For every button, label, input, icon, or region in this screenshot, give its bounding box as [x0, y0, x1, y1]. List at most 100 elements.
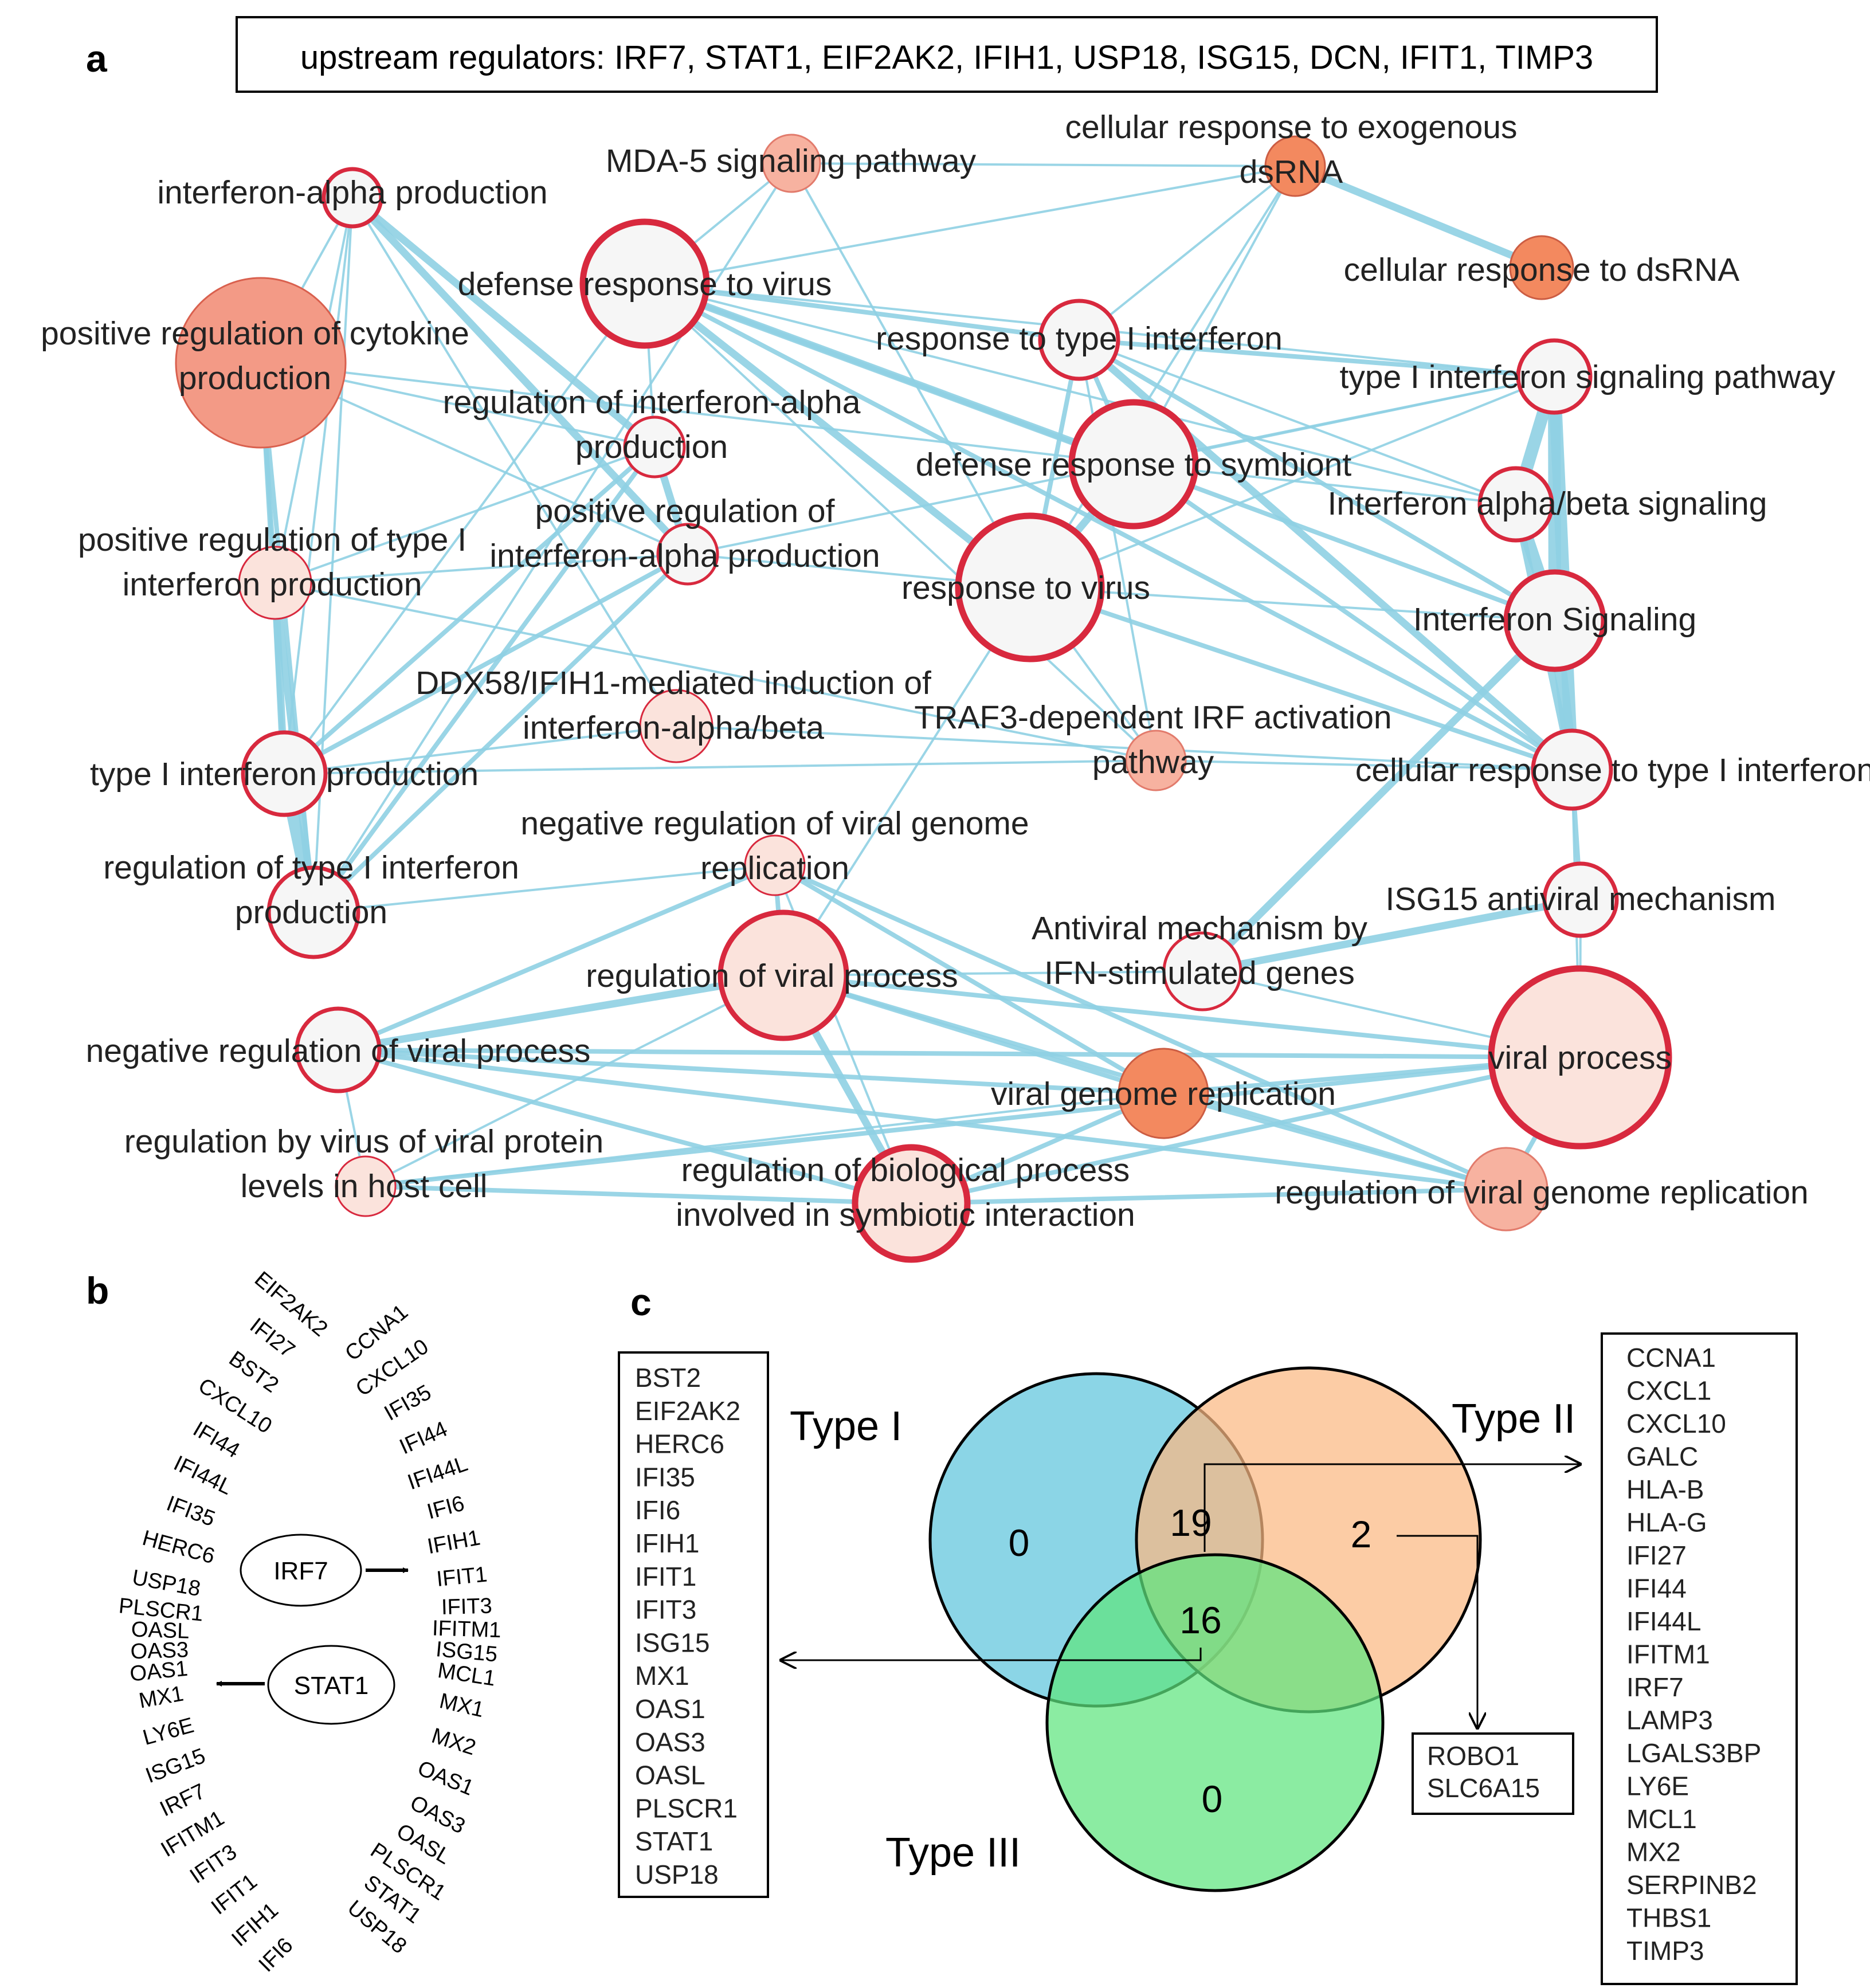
- node-t1_prod: [241, 730, 328, 817]
- node-label-reg_protein: regulation by virus of viral protein leve…: [124, 1123, 603, 1205]
- list16-gene: IFIH1: [635, 1528, 699, 1558]
- edge-neg_viral-reg_bio: [336, 1048, 914, 1206]
- irf7-label: IRF7: [273, 1557, 328, 1585]
- venn-type3-circle: [1045, 1553, 1385, 1892]
- venn-count-only-type2: 2: [1351, 1513, 1372, 1555]
- network-labels: interferon-alpha production positive regu…: [41, 109, 1870, 1233]
- node-label-antiviral: Antiviral mechanism by IFN-stimulated gen…: [1032, 910, 1368, 991]
- node-label-ifn_ab: Interferon alpha/beta signaling: [1328, 485, 1767, 522]
- edge-isg15-antiviral: [1198, 896, 1585, 975]
- node-label-dsrna: cellular response to dsRNA: [1344, 252, 1740, 288]
- stat1-node: [267, 1645, 395, 1725]
- node-neg_viral: [295, 1006, 382, 1093]
- edge-viral_proc-reg_protein: [363, 1055, 1582, 1189]
- node-label-resp_virus: response to virus: [901, 570, 1150, 606]
- edge-neg_viral-reg_genome: [336, 1048, 1508, 1191]
- list16-gene: OASL: [635, 1760, 705, 1790]
- list16-gene: OAS3: [635, 1727, 705, 1757]
- node-ddx58: [639, 689, 713, 763]
- node-label-pos_cyt: positive regulation of cytokine productio…: [41, 315, 469, 397]
- edge-exo-def_virus: [644, 165, 1296, 285]
- list19-gene: CCNA1: [1626, 1343, 1716, 1373]
- edge-resp_virus-ifn_sig: [1029, 586, 1556, 622]
- edge-reg_viral-reg_protein: [364, 974, 785, 1187]
- edge-reg_viral-viral_proc: [781, 973, 1582, 1060]
- list19-gene: TIMP3: [1626, 1936, 1704, 1966]
- edge-resp_virus-t1_sig: [1029, 375, 1555, 589]
- edge-reg_t1-neg_genome: [312, 864, 776, 913]
- edge-t1_prod-reg_ifna: [282, 445, 657, 776]
- node-reg_t1: [266, 865, 360, 959]
- list16-gene: HERC6: [635, 1429, 724, 1459]
- node-label-def_virus: defense response to virus: [458, 266, 832, 303]
- edge-def_virus-resp_t1: [642, 281, 1081, 342]
- node-def_symb: [1068, 399, 1199, 530]
- node-label-resp_t1: response to type I interferon: [876, 320, 1283, 357]
- venn-type2-label: Type II: [1452, 1396, 1575, 1442]
- irf7-node: [240, 1534, 362, 1607]
- list16-gene: EIF2AK2: [635, 1396, 740, 1426]
- node-reg_bio: [852, 1144, 971, 1263]
- edge-resp_t1-traf3: [1078, 339, 1157, 762]
- node-label-reg_viral: regulation of viral process: [586, 958, 958, 994]
- edge-resp_t1-ifn_ab: [1078, 339, 1517, 505]
- edge-neg_genome-neg_viral: [336, 863, 777, 1052]
- edge-t1_prod-pos_ifna: [282, 552, 690, 776]
- edge-genome_rep-reg_protein: [364, 1092, 1165, 1187]
- node-reg_genome: [1464, 1147, 1548, 1232]
- node-label-mda5: MDA-5 signaling pathway: [606, 143, 977, 179]
- edge-genome_rep-reg_genome: [1161, 1091, 1508, 1191]
- list19-gene: IFI44L: [1626, 1606, 1701, 1636]
- edge-exo-resp_virus: [1029, 165, 1296, 589]
- node-genome_rep: [1118, 1048, 1209, 1139]
- left-arc-gene: IFI44: [189, 1417, 244, 1463]
- right-arc-gene: IFI44: [396, 1417, 451, 1460]
- node-reg_ifna: [623, 415, 686, 479]
- list19-gene: LY6E: [1626, 1771, 1689, 1801]
- list2-gene: SLC6A15: [1427, 1773, 1540, 1803]
- edge-t1_prod-traf3: [283, 759, 1157, 775]
- edge-pos_cyt-def_symb: [260, 362, 1135, 465]
- node-def_virus: [579, 218, 710, 349]
- list19-gene: HLA-B: [1626, 1475, 1704, 1504]
- right-arc-gene: IFITM1: [432, 1616, 501, 1642]
- node-label-isg15: ISG15 antiviral mechanism: [1385, 881, 1775, 917]
- node-label-genome_rep: viral genome replication: [991, 1076, 1336, 1112]
- edge-def_virus-resp_virus: [641, 280, 1034, 591]
- left-arc-gene: MX1: [137, 1681, 185, 1713]
- arrow-2-to-list2: [1397, 1535, 1477, 1730]
- list19-gene: THBS1: [1626, 1903, 1711, 1933]
- edge-def_symb-t1_sig: [1132, 375, 1555, 465]
- node-label-def_symb: defense response to symbiont: [916, 446, 1352, 483]
- list2-box: [1412, 1732, 1574, 1815]
- list16-gene: STAT1: [635, 1826, 713, 1856]
- venn-count-only-type1: 0: [1009, 1522, 1030, 1564]
- edge-reg_viral-antiviral: [782, 970, 1203, 977]
- node-traf3: [1125, 730, 1187, 791]
- list16-gene: IFI35: [635, 1462, 695, 1492]
- venn-type3-label: Type III: [885, 1830, 1021, 1876]
- node-reg_protein: [335, 1155, 397, 1217]
- node-label-reg_bio: regulation of biological process involved…: [676, 1152, 1135, 1233]
- left-gene-arc: EIF2AK2IFI27BST2CXCL10IFI44IFI44LIFI35HE…: [117, 1267, 332, 1977]
- edge-t1_prod-def_virus: [283, 283, 646, 775]
- node-ifn_ab: [1477, 466, 1554, 543]
- node-antiviral: [1162, 931, 1242, 1011]
- list16-box: [618, 1351, 769, 1898]
- node-label-reg_ifna: regulation of interferon-alpha production: [443, 384, 861, 465]
- edge-reg_t1-reg_ifna: [311, 445, 657, 915]
- list16-gene: MX1: [635, 1661, 689, 1691]
- edge-ifna-pos_ifna: [348, 194, 692, 558]
- right-arc-gene: IFIT1: [436, 1562, 488, 1591]
- list19-gene: CXCL1: [1626, 1376, 1711, 1406]
- node-cell_t1: [1531, 728, 1613, 811]
- right-gene-arc: CCNA1CXCL10IFI35IFI44IFI44LIFI6IFIH1IFIT…: [340, 1300, 501, 1958]
- edge-neg_viral-viral_proc: [336, 1048, 1582, 1060]
- edge-reg_protein-reg_bio: [363, 1184, 914, 1206]
- venn-count-center: 16: [1179, 1599, 1221, 1641]
- node-label-pos_ifna: positive regulation of interferon-alpha p…: [489, 493, 880, 574]
- edge-resp_t1-ifn_sig: [1077, 338, 1557, 623]
